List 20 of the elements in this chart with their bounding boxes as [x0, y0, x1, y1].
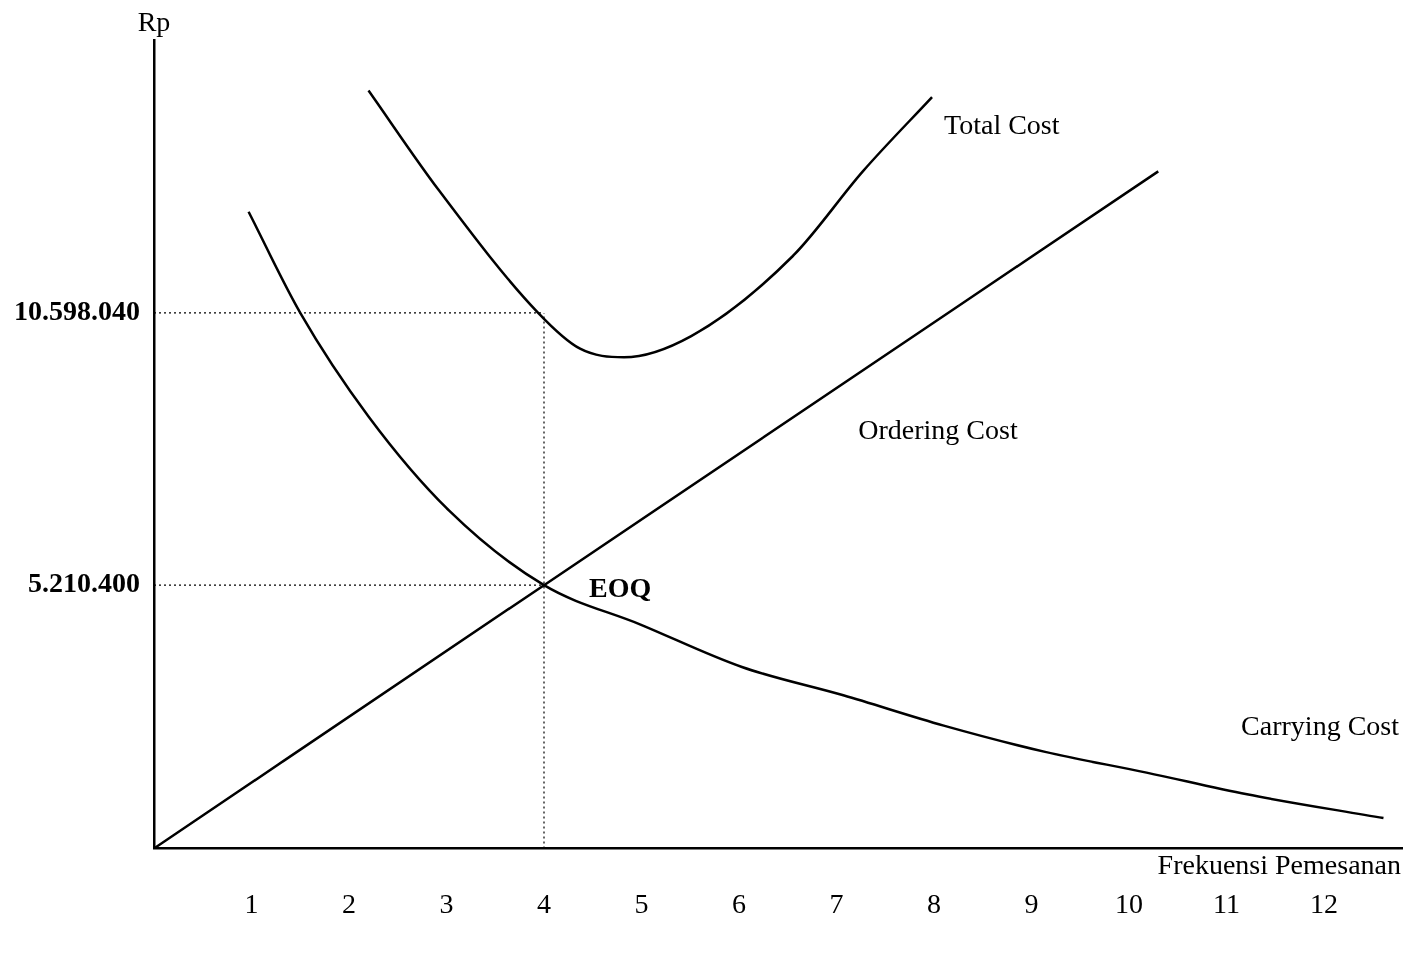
x-tick-label: 9 — [1024, 887, 1039, 919]
x-tick-label: 7 — [829, 887, 844, 919]
x-tick-label: 3 — [439, 887, 454, 919]
x-tick-label: 4 — [537, 887, 551, 919]
x-axis-title: Frekuensi Pemesanan — [1157, 848, 1401, 880]
x-tick-label: 11 — [1213, 887, 1240, 919]
annotation: EOQ — [589, 572, 652, 604]
x-tick-label: 1 — [244, 887, 259, 919]
y-tick-label: 10.598.040 — [14, 295, 140, 327]
x-tick-label: 2 — [342, 887, 356, 919]
x-tick-label: 5 — [634, 887, 649, 919]
y-tick-label: 5.210.400 — [28, 567, 140, 599]
x-tick-label: 6 — [732, 887, 746, 919]
x-tick-label: 8 — [927, 887, 941, 919]
y-axis-title: Rp — [137, 6, 171, 38]
x-tick-label: 12 — [1310, 887, 1338, 919]
x-tick-label: 10 — [1115, 887, 1143, 919]
series-label: Carrying Cost — [1241, 710, 1400, 742]
series-label: Ordering Cost — [858, 413, 1018, 445]
series-label: Total Cost — [944, 109, 1060, 141]
